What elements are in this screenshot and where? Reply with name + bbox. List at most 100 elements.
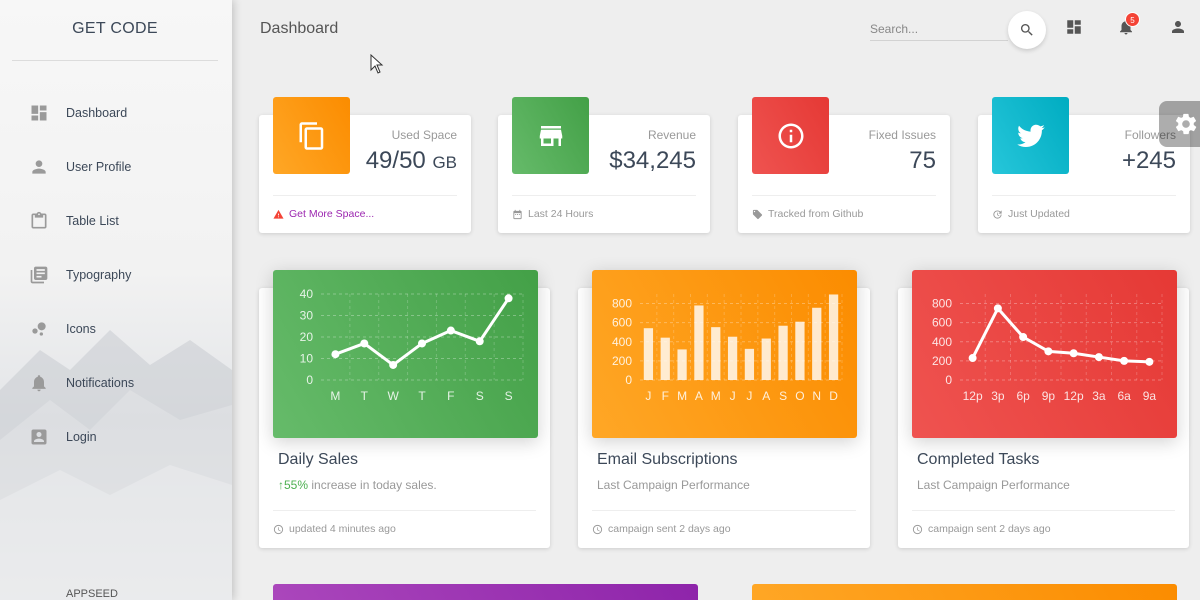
person-icon [1172, 21, 1184, 33]
stat-card-followers[interactable]: Followers +245 Just Updated [978, 97, 1190, 233]
bar [727, 336, 738, 380]
stat-icon-box [273, 97, 350, 174]
y-tick-label: 40 [300, 287, 314, 301]
stat-unit: GB [432, 153, 457, 172]
data-point [1120, 356, 1129, 365]
y-tick-label: 400 [612, 335, 632, 349]
dashboard-view-button[interactable] [1065, 18, 1085, 38]
chart-header: 0 200 400 600 800 12p 3p 6p 9p 12p 3a 6a 9a [912, 270, 1177, 438]
notification-badge: 5 [1125, 12, 1140, 27]
chart-card-email-subscriptions[interactable]: 0 200 400 600 800 J F M A M J J A S O N D Email Subscrip… [578, 270, 870, 548]
x-tick-label: 3a [1092, 389, 1106, 403]
get-more-space-link[interactable]: Get More Space... [289, 208, 375, 220]
stat-icon-box [992, 97, 1069, 174]
sidebar: GET CODE Dashboard User Profile Table Li… [0, 0, 232, 600]
x-tick-label: F [662, 389, 669, 403]
x-tick-label: F [447, 389, 454, 403]
chart-card-daily-sales[interactable]: 0 10 20 30 40 M T W T F S S Daily Sales ↑55% increa… [259, 270, 550, 548]
bar [643, 328, 654, 380]
search-button[interactable] [1008, 11, 1046, 49]
brand-logo[interactable]: GET CODE [12, 0, 218, 61]
sidebar-item-typography[interactable]: Typography [28, 248, 218, 302]
x-tick-label: T [361, 389, 369, 403]
stat-category: Followers [1124, 128, 1176, 142]
search-icon [1021, 24, 1033, 36]
sidebar-item-icons[interactable]: Icons [28, 302, 218, 356]
x-tick-label: 3p [991, 389, 1005, 403]
stat-footer-text: Last 24 Hours [528, 208, 594, 220]
x-tick-label: 9a [1143, 389, 1157, 403]
mouse-cursor-icon [370, 54, 384, 74]
stat-card-fixed-issues[interactable]: Fixed Issues 75 Tracked from Github [738, 97, 950, 233]
completed-tasks-chart: 0 200 400 600 800 12p 3p 6p 9p 12p 3a 6a 9a [932, 294, 1163, 403]
sidebar-item-table-list[interactable]: Table List [28, 194, 218, 248]
sidebar-item-label: Icons [66, 322, 96, 336]
access-time-icon [912, 524, 923, 534]
page-title[interactable]: Dashboard [260, 20, 339, 37]
sidebar-item-login[interactable]: Login [28, 410, 218, 464]
y-tick-label: 800 [612, 297, 632, 311]
warning-icon [273, 209, 284, 219]
gear-icon [1175, 113, 1197, 135]
data-point [1069, 349, 1078, 358]
data-point [968, 354, 977, 363]
y-tick-label: 600 [932, 316, 952, 330]
data-point [1145, 357, 1154, 366]
sidebar-footer[interactable]: APPSEED [66, 588, 118, 600]
bubble-chart-icon [28, 318, 50, 340]
access-time-icon [592, 524, 603, 534]
chart-footer-text: campaign sent 2 days ago [928, 523, 1051, 535]
x-tick-label: A [695, 389, 703, 403]
data-point [418, 339, 426, 348]
y-tick-label: 800 [932, 297, 952, 311]
y-tick-label: 20 [300, 330, 314, 344]
chart-card-completed-tasks[interactable]: 0 200 400 600 800 12p 3p 6p 9p 12p 3a 6a 9a Complete… [898, 270, 1189, 548]
data-point [504, 294, 513, 303]
data-point [475, 337, 484, 346]
chart-title: Daily Sales [278, 451, 359, 468]
date-range-icon [513, 209, 522, 219]
stat-card-used-space[interactable]: Used Space 49/50 GB Get More Space... [259, 97, 471, 233]
y-tick-label: 10 [300, 352, 314, 366]
stat-footer: Get More Space... [273, 195, 457, 220]
x-tick-label: 6a [1117, 389, 1131, 403]
chart-header: 0 10 20 30 40 M T W T F S S [273, 270, 538, 438]
data-point [993, 304, 1002, 313]
user-account-button[interactable] [1169, 18, 1189, 38]
data-point [360, 339, 369, 348]
stat-value: +245 [1121, 147, 1176, 174]
x-tick-label: M [330, 389, 340, 403]
x-tick-label: S [779, 389, 787, 403]
stat-footer: Just Updated [992, 195, 1176, 220]
sidebar-item-label: Table List [66, 214, 119, 228]
stat-icon-box [752, 97, 829, 174]
clipboard-icon [28, 210, 50, 232]
sidebar-item-user-profile[interactable]: User Profile [28, 140, 218, 194]
y-tick-label: 0 [945, 373, 952, 387]
y-tick-label: 600 [612, 316, 632, 330]
series-line [334, 297, 510, 367]
increase-percentage: 55% [284, 478, 309, 492]
sidebar-item-dashboard[interactable]: Dashboard [28, 86, 218, 140]
data-point [446, 326, 455, 335]
settings-toggle[interactable] [1159, 101, 1200, 147]
search-input[interactable] [870, 17, 1008, 41]
x-tick-label: D [829, 389, 838, 403]
sidebar-item-label: Typography [66, 268, 132, 282]
chart-header: 0 200 400 600 800 J F M A M J J A S O N D [592, 270, 857, 438]
store-icon [539, 125, 562, 146]
x-tick-label: A [762, 389, 770, 403]
bottom-card-orange [752, 584, 1177, 600]
x-tick-label: O [795, 389, 804, 403]
account-box-icon [28, 426, 50, 448]
x-tick-label: M [677, 389, 687, 403]
sidebar-item-notifications[interactable]: Notifications [28, 356, 218, 410]
bar [795, 321, 805, 380]
data-point [1019, 333, 1028, 341]
stat-card-revenue[interactable]: Revenue $34,245 Last 24 Hours [498, 97, 710, 233]
bell-icon [28, 372, 50, 394]
stat-value: 75 [909, 147, 936, 174]
twitter-icon [1016, 124, 1045, 147]
y-tick-label: 200 [612, 354, 632, 368]
